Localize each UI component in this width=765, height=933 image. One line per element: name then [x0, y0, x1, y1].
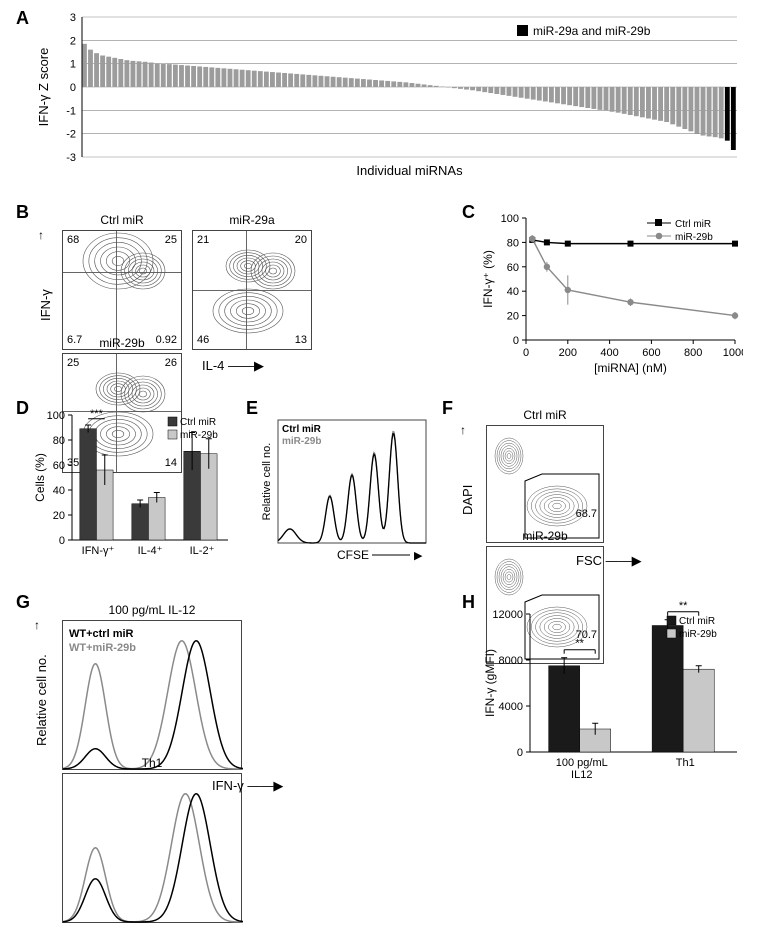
panel-b-facs-plots: Ctrl miR68256.70.92miR-29a21204613miR-29…: [32, 210, 432, 375]
svg-text:Relative cell no.: Relative cell no.: [261, 443, 273, 521]
histogram-plot: 100 pg/mL IL-12WT+ctrl miRWT+miR-29b: [62, 620, 242, 770]
panel-f-dapi-fsc: Ctrl miR68.7miR-29b70.7 DAPI ↑ FSC ——▶: [456, 405, 741, 565]
panel-g-xlabel: IFN-γ ——▶: [212, 778, 283, 794]
svg-text:2: 2: [70, 35, 76, 47]
svg-text:0: 0: [59, 535, 65, 547]
panel-b-ylabel: IFN-γ: [38, 260, 53, 350]
panel-g-ylabel: Relative cell no.: [34, 645, 49, 755]
panel-g-y-arrow: ↑: [34, 618, 40, 632]
svg-text:miR-29a and miR-29b: miR-29a and miR-29b: [533, 24, 651, 38]
panel-h-gmfi-bars: 0 4000 8000 12000 100 pg/mLIL12 Th1 ** ** IFN-γ …: [478, 600, 743, 790]
svg-text:0: 0: [70, 82, 76, 94]
panel-label-d: D: [16, 398, 29, 419]
panel-f-y-arrow: ↑: [460, 423, 466, 437]
svg-text:80: 80: [53, 435, 65, 447]
svg-text:20: 20: [53, 510, 65, 522]
svg-text:200: 200: [559, 347, 577, 359]
panel-label-a: A: [16, 8, 29, 29]
svg-text:0: 0: [517, 747, 523, 759]
panel-f-xlabel: FSC ——▶: [576, 553, 642, 569]
svg-text:800: 800: [684, 347, 702, 359]
svg-text:0: 0: [513, 335, 519, 347]
panel-label-b: B: [16, 202, 29, 223]
svg-text:600: 600: [642, 347, 660, 359]
svg-text:400: 400: [600, 347, 618, 359]
svg-text:miR-29b: miR-29b: [282, 436, 321, 447]
svg-text:**: **: [679, 600, 688, 612]
svg-text:0: 0: [523, 347, 529, 359]
svg-text:Individual miRNAs: Individual miRNAs: [356, 163, 463, 178]
svg-text:miR-29b: miR-29b: [675, 232, 713, 243]
svg-text:3: 3: [70, 12, 76, 24]
svg-text:4000: 4000: [499, 701, 523, 713]
panel-d-cytokine-bars: 0 20 40 60 80 100 IFN-γ⁺ IL-4⁺ IL-2⁺ *** Cells (%)…: [32, 405, 232, 565]
svg-text:-1: -1: [66, 105, 76, 117]
svg-text:1000: 1000: [723, 347, 743, 359]
svg-text:CFSE: CFSE: [337, 548, 369, 562]
svg-text:**: **: [575, 638, 584, 650]
panel-label-c: C: [462, 202, 475, 223]
panel-label-f: F: [442, 398, 453, 419]
svg-text:-3: -3: [66, 152, 76, 164]
svg-text:***: ***: [90, 408, 104, 420]
histogram-plot: Th1: [62, 773, 242, 923]
svg-text:1: 1: [70, 59, 76, 71]
panel-label-g: G: [16, 592, 30, 613]
svg-text:Ctrl miR: Ctrl miR: [679, 616, 715, 627]
svg-text:Th1: Th1: [676, 757, 695, 769]
svg-text:20: 20: [507, 311, 519, 323]
panel-e-cfse-histogram: Ctrl miRmiR-29b Relative cell no. CFSE ▶: [260, 405, 430, 565]
svg-text:miR-29b: miR-29b: [180, 430, 218, 441]
svg-text:Ctrl miR: Ctrl miR: [180, 417, 216, 428]
svg-text:80: 80: [507, 237, 519, 249]
svg-text:60: 60: [507, 262, 519, 274]
svg-text:100: 100: [47, 410, 65, 422]
svg-text:40: 40: [507, 286, 519, 298]
panel-c-dose-response: 02040608010002004006008001000IFN-γ⁺ (%)[…: [478, 210, 743, 375]
svg-text:Ctrl miR: Ctrl miR: [282, 424, 322, 435]
svg-text:IFN-γ (gMFI): IFN-γ (gMFI): [483, 649, 497, 717]
svg-text:Ctrl miR: Ctrl miR: [675, 219, 711, 230]
svg-text:miR-29b: miR-29b: [679, 629, 717, 640]
panel-label-h: H: [462, 592, 475, 613]
svg-text:12000: 12000: [492, 609, 523, 621]
panel-f-ylabel: DAPI: [460, 455, 475, 545]
svg-text:60: 60: [53, 460, 65, 472]
svg-text:IL-4⁺: IL-4⁺: [138, 545, 163, 557]
svg-text:IFN-γ⁺ (%): IFN-γ⁺ (%): [481, 250, 495, 308]
svg-text:Cells (%): Cells (%): [33, 453, 47, 502]
svg-text:40: 40: [53, 485, 65, 497]
svg-text:IFN-γ Z score: IFN-γ Z score: [36, 48, 51, 127]
svg-text:▶: ▶: [414, 550, 423, 562]
svg-text:100: 100: [501, 213, 519, 225]
facs-plot: miR-29a21204613: [192, 230, 312, 350]
panel-b-xlabel: IL-4 ——▶: [202, 358, 264, 374]
panel-b-y-arrow: ↑: [38, 228, 44, 242]
svg-text:IL12: IL12: [571, 769, 592, 781]
svg-text:[miRNA] (nM): [miRNA] (nM): [594, 361, 667, 375]
svg-text:-2: -2: [66, 129, 76, 141]
facs-plot: Ctrl miR68.7: [486, 425, 604, 543]
facs-plot: Ctrl miR68256.70.92: [62, 230, 182, 350]
panel-a-zscore-bars: -3 -2 -1 0 1 2 3 IFN-γ Z score Individual miRNAs…: [32, 12, 747, 182]
panel-g-ifng-histograms: 100 pg/mL IL-12WT+ctrl miRWT+miR-29bTh1 …: [32, 600, 442, 790]
svg-text:IL-2⁺: IL-2⁺: [190, 545, 215, 557]
svg-text:100 pg/mL: 100 pg/mL: [556, 757, 608, 769]
svg-text:IFN-γ⁺: IFN-γ⁺: [82, 545, 115, 557]
svg-text:8000: 8000: [499, 655, 523, 667]
